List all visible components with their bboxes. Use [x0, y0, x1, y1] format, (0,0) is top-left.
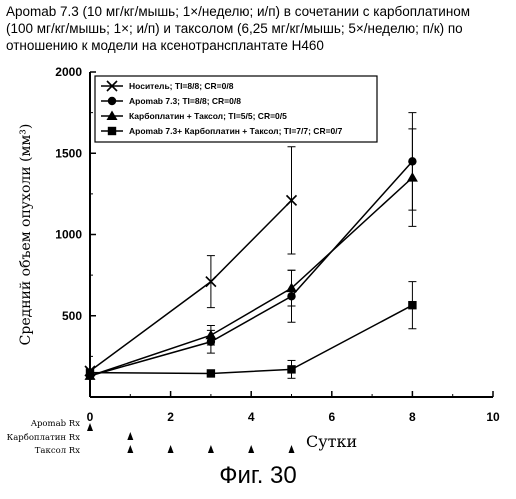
data-point [86, 368, 94, 376]
data-point [408, 301, 416, 309]
legend-marker [108, 97, 116, 105]
figure-caption: Фиг. 30 [0, 462, 516, 490]
legend-entry: Носитель; TI=8/8; CR=0/8 [129, 81, 234, 91]
x-tick-label: 6 [328, 410, 335, 424]
dosing-arrow [289, 445, 295, 453]
x-tick-label: 10 [486, 410, 500, 424]
legend-entry: Apomab 7.3; TI=8/8; CR=0/8 [129, 96, 241, 106]
dosing-arrow [208, 445, 214, 453]
y-tick-label: 500 [62, 309, 82, 323]
dosing-label: Карбоплатин Rx [7, 432, 81, 443]
data-point [407, 172, 418, 182]
dosing-arrow [87, 423, 93, 431]
x-tick-label: 2 [167, 410, 174, 424]
legend-marker [108, 127, 116, 135]
data-point [205, 330, 216, 340]
x-tick-label: 8 [409, 410, 416, 424]
legend-entry: Карбоплатин + Таксол; TI=5/5; CR=0/5 [129, 111, 287, 121]
y-tick-label: 2000 [55, 65, 82, 79]
dosing-label: Apomab Rx [30, 419, 80, 429]
dosing-arrow [127, 445, 133, 453]
legend-entry: Apomab 7.3+ Карбоплатин + Таксол; TI=7/7… [129, 126, 343, 136]
y-tick-label: 1500 [55, 146, 82, 160]
dosing-arrow [248, 445, 254, 453]
x-tick-label: 4 [248, 410, 255, 424]
series-line [90, 200, 292, 371]
y-axis-title: Средний объем опухоли (мм³) [18, 124, 34, 346]
series-line [90, 305, 412, 373]
dosing-arrow [127, 432, 133, 440]
series-line [90, 161, 412, 376]
x-axis-title: Сутки [306, 432, 357, 451]
y-tick-label: 1000 [55, 228, 82, 242]
data-point [287, 365, 295, 373]
data-point [207, 369, 215, 377]
dosing-arrow [168, 445, 174, 453]
series-line [90, 178, 412, 376]
x-tick-label: 0 [87, 410, 94, 424]
dosing-label: Таксол Rx [35, 446, 80, 456]
tumor-volume-chart: 500 1000 1500 2000 0 2 4 6 8 10 Средний объем опух… [0, 0, 516, 460]
